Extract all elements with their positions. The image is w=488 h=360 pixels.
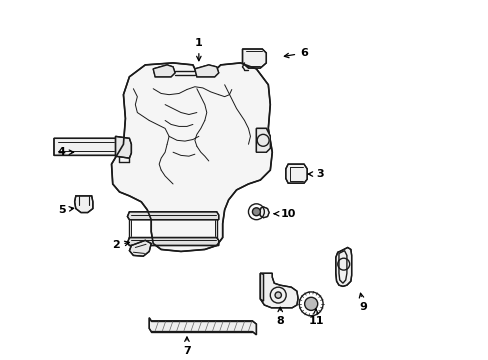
Polygon shape	[153, 65, 175, 77]
Text: 6: 6	[284, 48, 307, 58]
Polygon shape	[129, 240, 151, 256]
Polygon shape	[195, 65, 218, 77]
Polygon shape	[259, 207, 268, 218]
Circle shape	[274, 292, 281, 298]
Text: 8: 8	[276, 307, 284, 326]
Polygon shape	[111, 63, 272, 251]
Circle shape	[252, 208, 260, 216]
Text: 2: 2	[111, 240, 129, 251]
Polygon shape	[127, 212, 218, 220]
Text: 11: 11	[307, 309, 323, 326]
Text: 7: 7	[183, 337, 190, 356]
Polygon shape	[242, 49, 266, 68]
Text: 1: 1	[195, 38, 203, 61]
Text: 9: 9	[359, 293, 367, 312]
Polygon shape	[75, 196, 93, 212]
Polygon shape	[335, 247, 351, 286]
Polygon shape	[256, 129, 270, 152]
Text: 10: 10	[274, 209, 295, 219]
Polygon shape	[115, 136, 131, 158]
Polygon shape	[149, 318, 256, 335]
Text: 4: 4	[58, 147, 74, 157]
Polygon shape	[285, 164, 306, 183]
Circle shape	[304, 297, 317, 310]
Polygon shape	[260, 273, 263, 301]
Polygon shape	[54, 138, 125, 156]
Text: 3: 3	[307, 169, 323, 179]
Polygon shape	[127, 238, 218, 246]
Polygon shape	[260, 273, 298, 308]
Text: 5: 5	[58, 205, 74, 215]
